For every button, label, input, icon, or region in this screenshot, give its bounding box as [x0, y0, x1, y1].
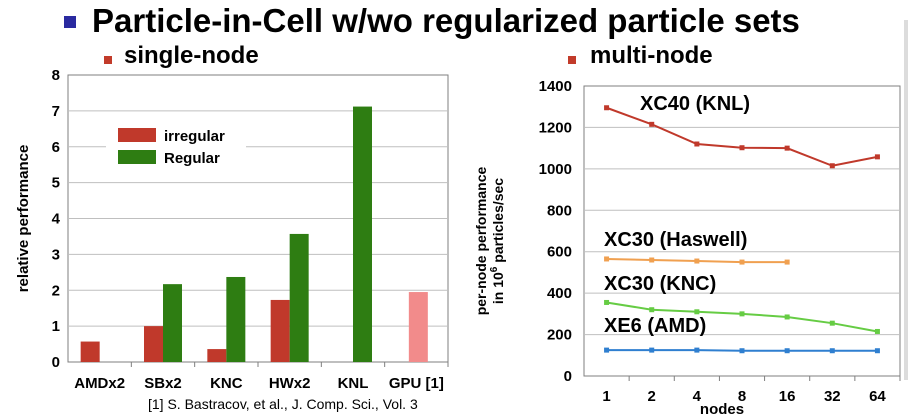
line-y-tick-label: 1400 [539, 78, 572, 95]
series-point [739, 259, 745, 265]
series-point [694, 258, 700, 264]
bar-y-tick-label: 8 [52, 67, 60, 84]
page-edge-shadow [904, 20, 908, 380]
bar-regular [163, 284, 182, 362]
bar-x-tick-label: SBx2 [144, 375, 182, 392]
line-x-tick-label: 16 [779, 388, 796, 405]
bar-irregular [144, 326, 163, 362]
series-point [649, 307, 655, 313]
series-point [739, 145, 745, 151]
series-point [649, 121, 655, 127]
series-point [694, 309, 700, 315]
left-chart-subtitle: single-node [124, 42, 259, 69]
bar-y-tick-label: 5 [52, 175, 60, 192]
line-chart: 0 200 400 600 800 1000 1200 1400 1 2 4 8 16 32 64 nodes… [473, 78, 901, 418]
bar-y-tick-label: 1 [52, 318, 60, 335]
bar-y-tick-label: 7 [52, 103, 60, 120]
series-point [739, 348, 745, 354]
line-x-tick-label: 32 [824, 388, 841, 405]
bar-y-tick-label: 6 [52, 139, 60, 156]
series-point [874, 154, 880, 160]
line-y-axis-label: per-node performance [473, 166, 489, 315]
series-point [829, 163, 835, 169]
bar-chart: 0 1 2 3 4 5 6 7 8 AMDx2 SBx2 KNC HWx2 KNL GPU [1] relat… [15, 67, 449, 392]
series-point [649, 257, 655, 263]
bar-x-tick-label: GPU [1] [389, 375, 444, 392]
bar-irregular [270, 299, 290, 362]
series-point [874, 328, 880, 334]
series-point [829, 320, 835, 326]
bar-regular [289, 233, 309, 362]
title-bullet [64, 16, 76, 28]
line-x-axis-label: nodes [700, 401, 744, 418]
series-label: XC30 (KNC) [604, 273, 716, 295]
line-x-tick-label: 64 [869, 388, 886, 405]
series-label: XC40 (KNL) [640, 93, 750, 115]
bar-x-tick-label: AMDx2 [74, 375, 125, 392]
series-point [784, 314, 790, 320]
right-chart-subtitle: multi-node [590, 42, 713, 69]
bar-x-tick-label: HWx2 [269, 375, 311, 392]
right-subtitle-bullet [568, 56, 576, 64]
line-x-tick-label: 4 [693, 388, 702, 405]
series-point [694, 347, 700, 353]
bar-legend-swatch-regular [118, 150, 156, 164]
line-y-tick-label: 800 [547, 202, 572, 219]
series-point [649, 347, 655, 353]
bar-legend-label-regular: Regular [164, 150, 220, 167]
series-point [604, 347, 610, 353]
line-x-tick-label: 8 [738, 388, 746, 405]
bar-regular [353, 106, 372, 362]
series-point [604, 299, 610, 305]
series-point [874, 348, 880, 354]
line-x-tick-label: 2 [648, 388, 656, 405]
bar-x-tick-label: KNL [338, 375, 369, 392]
series-label: XC30 (Haswell) [604, 229, 747, 251]
series-point [784, 145, 790, 151]
bar-legend-label-irregular: irregular [164, 128, 225, 145]
series-point [604, 256, 610, 262]
bar-y-tick-label: 2 [52, 282, 60, 299]
series-point [784, 259, 790, 265]
series-label: XE6 (AMD) [604, 315, 706, 337]
line-y-tick-label: 200 [547, 327, 572, 344]
bar-legend-swatch-irregular [118, 128, 156, 142]
bar-y-tick-label: 4 [52, 211, 61, 228]
series-point [604, 105, 610, 111]
line-plot-area [583, 85, 901, 377]
bar-y-tick-label: 3 [52, 246, 60, 263]
line-y-tick-label: 400 [547, 285, 572, 302]
line-y-axis-label-units: in 106 particles/sec [489, 178, 506, 304]
left-subtitle-bullet [104, 56, 112, 64]
series-point [739, 311, 745, 317]
bar-y-axis-label: relative performance [15, 145, 32, 293]
bar-x-tick-label: KNC [210, 375, 243, 392]
series-point [829, 348, 835, 354]
footnote: [1] S. Bastracov, et al., J. Comp. Sci.,… [148, 396, 418, 412]
line-y-tick-label: 1000 [539, 161, 572, 178]
bar-regular [226, 276, 246, 362]
bar-y-tick-label: 0 [52, 354, 60, 371]
line-y-tick-label: 0 [564, 368, 572, 385]
bar-gpu [408, 292, 428, 362]
bar-irregular [80, 341, 100, 362]
series-point [694, 141, 700, 147]
line-x-tick-label: 1 [602, 388, 610, 405]
series-point [784, 348, 790, 354]
line-y-tick-label: 600 [547, 244, 572, 261]
bar-irregular [207, 349, 227, 362]
page-title: Particle-in-Cell w/wo regularized partic… [92, 2, 800, 39]
line-y-tick-label: 1200 [539, 119, 572, 136]
